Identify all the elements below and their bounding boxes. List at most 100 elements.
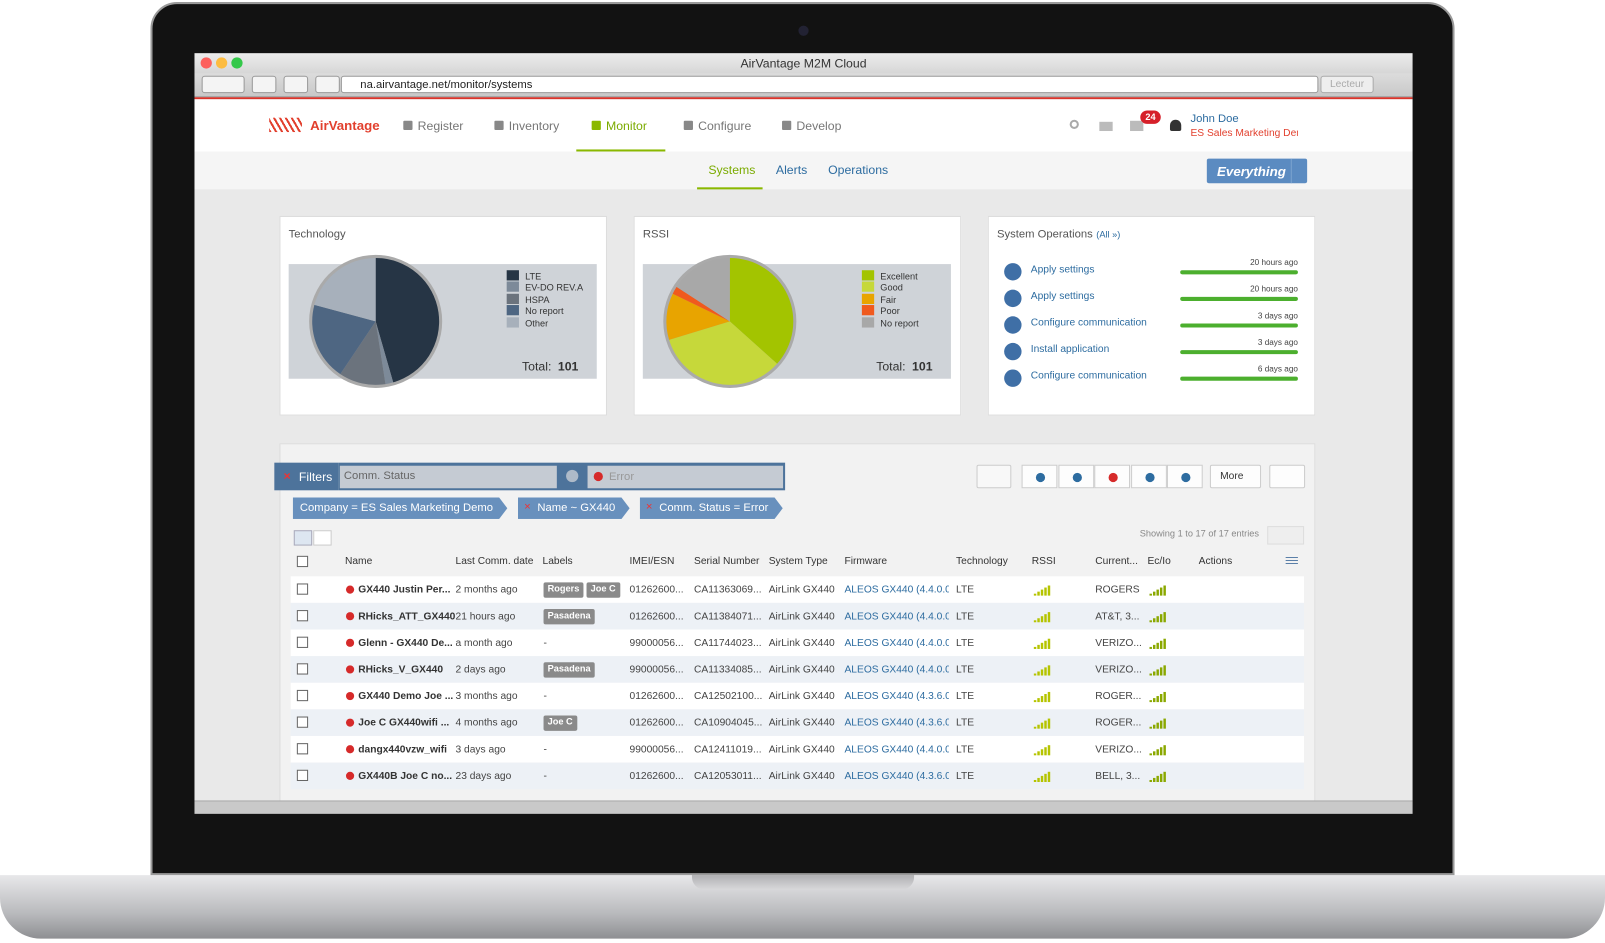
row-checkbox[interactable] (296, 636, 309, 648)
cell-system: AirLink GX440 (768, 744, 835, 756)
filter-chip[interactable]: Company = ES Sales Marketing Demo (293, 497, 508, 518)
window-button[interactable] (215, 57, 228, 69)
filters-tag[interactable]: × Filters (274, 462, 339, 491)
cell-firmware[interactable]: ALEOS GX440 (4.4.0.01 (844, 611, 949, 623)
grid-view-button[interactable] (293, 530, 313, 546)
system-name[interactable]: GX440B Joe C no... (358, 770, 453, 783)
nav-item[interactable]: Configure (698, 118, 752, 134)
row-checkbox[interactable] (296, 716, 309, 728)
signal-bar (1040, 589, 1044, 596)
column-header[interactable]: IMEI/ESN (629, 555, 675, 568)
column-header[interactable]: Last Comm. date (455, 555, 534, 568)
column-header[interactable]: Current... (1095, 555, 1138, 568)
table-row[interactable] (290, 629, 1305, 657)
column-header[interactable]: Technology (956, 555, 1008, 568)
table-row[interactable] (290, 709, 1305, 736)
pager[interactable] (1267, 526, 1305, 545)
operation-label[interactable]: Configure communication (1030, 370, 1147, 382)
column-header[interactable]: Serial Number (694, 555, 760, 568)
table-row[interactable] (290, 602, 1305, 630)
legend-label: LTE (525, 271, 542, 282)
subnav-item[interactable]: Systems (708, 162, 756, 178)
filter-value-select[interactable]: Error (587, 465, 784, 489)
system-name[interactable]: GX440 Demo Joe ... (358, 690, 454, 703)
install-button[interactable] (1130, 464, 1167, 489)
column-header[interactable]: Ec/Io (1147, 555, 1171, 568)
configure-button[interactable] (1057, 464, 1094, 489)
system-name[interactable]: dangx440vzw_wifi (358, 744, 448, 756)
brand-name[interactable]: AirVantage (310, 117, 380, 134)
filter-chip[interactable]: × Name ~ GX440 (518, 497, 630, 518)
column-header[interactable]: Name (344, 555, 373, 568)
map-view-button[interactable] (313, 530, 332, 546)
operation-label[interactable]: Install application (1030, 343, 1110, 356)
cloud-button[interactable] (251, 75, 277, 94)
cell-firmware[interactable]: ALEOS GX440 (4.3.6.01 (844, 717, 949, 729)
notification-badge[interactable]: 24 (1140, 110, 1161, 124)
row-checkbox[interactable] (296, 743, 309, 755)
user-company[interactable]: ES Sales Marketing Demo (1190, 127, 1297, 140)
reader-button[interactable]: Lecteur (1320, 75, 1374, 94)
pie-slice (312, 304, 376, 375)
operation-label[interactable]: Configure communication (1030, 317, 1147, 329)
row-checkbox[interactable] (296, 610, 309, 622)
reboot-button[interactable] (1094, 464, 1131, 489)
nav-item[interactable]: Inventory (508, 118, 560, 134)
cell-firmware[interactable]: ALEOS GX440 (4.4.0.0: (844, 744, 949, 756)
cell-firmware[interactable]: ALEOS GX440 (4.3.6.01 (844, 690, 949, 703)
list-view-button[interactable] (976, 464, 1012, 489)
back-button[interactable] (201, 75, 245, 94)
column-header[interactable]: Actions (1198, 555, 1233, 568)
header-checkbox[interactable] (296, 555, 309, 568)
operations-all-link[interactable]: (All ») (1096, 229, 1121, 240)
operation-label[interactable]: Apply settings (1030, 290, 1095, 302)
scope-dropdown[interactable]: Everything (1206, 158, 1308, 184)
system-name[interactable]: GX440 Justin Per... (358, 584, 451, 596)
cell-firmware[interactable]: ALEOS GX440 (4.4.0.01 (844, 664, 949, 676)
settings-button[interactable] (1166, 464, 1203, 489)
table-row[interactable] (290, 656, 1305, 683)
subnav-item[interactable]: Alerts (775, 162, 808, 178)
search-icon[interactable] (1069, 119, 1079, 129)
nav-item[interactable]: Register (417, 118, 464, 134)
cell-firmware[interactable]: ALEOS GX440 (4.3.6.01 (844, 770, 949, 783)
system-name[interactable]: Joe C GX440wifi ... (358, 717, 450, 729)
nav-item[interactable]: Develop (796, 118, 842, 134)
row-checkbox[interactable] (296, 583, 309, 595)
reset-button[interactable] (1269, 464, 1306, 489)
mail-icon[interactable] (1099, 121, 1113, 132)
browser-titlebar (194, 53, 1413, 74)
table-row[interactable] (290, 682, 1305, 710)
operation-label[interactable]: Apply settings (1030, 264, 1095, 276)
column-header[interactable]: RSSI (1031, 555, 1056, 568)
more-button[interactable]: More (1209, 464, 1262, 489)
table-row[interactable] (290, 762, 1305, 790)
column-header[interactable]: System Type (768, 555, 828, 568)
system-name[interactable]: Glenn - GX440 De... (358, 637, 453, 649)
system-name[interactable]: RHicks_ATT_GX440 (358, 611, 456, 623)
column-chooser[interactable] (1285, 556, 1298, 566)
system-name[interactable]: RHicks_V_GX440 (358, 664, 444, 676)
row-checkbox[interactable] (296, 663, 309, 675)
subnav-item[interactable]: Operations (828, 162, 889, 178)
nav-item[interactable]: Monitor (605, 118, 647, 134)
column-header[interactable]: Labels (542, 555, 573, 568)
table-row[interactable] (290, 576, 1305, 603)
cell-firmware[interactable]: ALEOS GX440 (4.4.0.01 (844, 584, 949, 596)
row-checkbox[interactable] (296, 769, 309, 782)
window-button[interactable] (231, 57, 243, 69)
filter-chip[interactable]: × Comm. Status = Error (640, 497, 783, 518)
table-row[interactable] (290, 735, 1305, 763)
row-checkbox[interactable] (296, 689, 309, 702)
filter-field-select[interactable]: Comm. Status (339, 465, 557, 489)
legend-swatch (506, 293, 519, 304)
cell-firmware[interactable]: ALEOS GX440 (4.4.0.01 (844, 637, 949, 649)
new-tab-button[interactable] (315, 75, 340, 94)
alerts-icon[interactable] (1130, 120, 1144, 132)
user-name[interactable]: John Doe (1190, 112, 1239, 125)
window-button[interactable] (200, 57, 212, 69)
address-bar[interactable]: na.airvantage.net/monitor/systems (340, 75, 1319, 94)
column-header[interactable]: Firmware (844, 555, 888, 568)
share-button[interactable] (283, 75, 309, 94)
refresh-button[interactable] (1021, 464, 1058, 489)
